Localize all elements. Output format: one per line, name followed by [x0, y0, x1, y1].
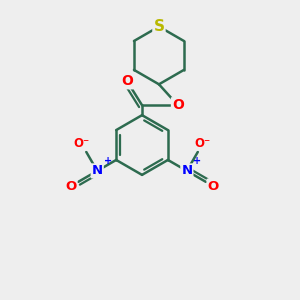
- Text: O: O: [65, 180, 76, 193]
- Text: O⁻: O⁻: [195, 137, 211, 150]
- Text: +: +: [104, 156, 112, 167]
- Text: N: N: [181, 164, 192, 177]
- Text: O: O: [208, 180, 219, 193]
- Text: O: O: [172, 98, 184, 112]
- Text: O: O: [121, 74, 133, 88]
- Text: S: S: [154, 19, 164, 34]
- Text: O⁻: O⁻: [73, 137, 89, 150]
- Text: +: +: [193, 156, 202, 167]
- Text: N: N: [92, 164, 103, 177]
